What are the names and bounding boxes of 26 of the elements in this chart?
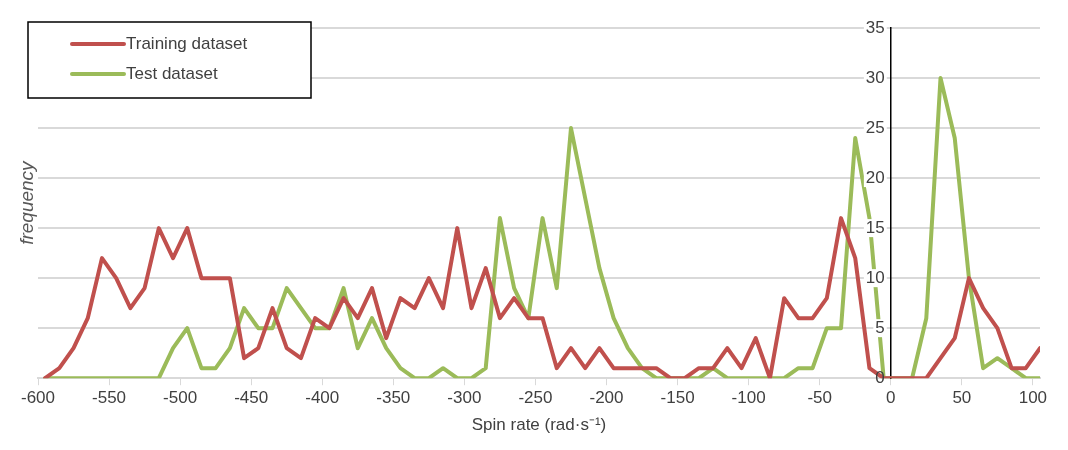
x-tick-label: -100 [731, 388, 766, 408]
x-tick-label: -550 [92, 388, 127, 408]
y-tick-label: 5 [875, 317, 885, 337]
x-tick-label: 50 [952, 388, 972, 408]
x-tick-label: 100 [1018, 388, 1048, 408]
y-tick-label: 15 [865, 217, 885, 237]
x-axis-title: Spin rate (rad·s⁻¹) [471, 415, 607, 435]
y-tick-label: 30 [865, 67, 885, 87]
legend-label: Training dataset [126, 33, 248, 53]
x-tick-label: -350 [376, 388, 411, 408]
x-tick-label: -250 [518, 388, 553, 408]
x-tick-label: -450 [234, 388, 269, 408]
y-tick-label: 35 [865, 17, 885, 37]
x-tick-label: -200 [589, 388, 624, 408]
y-tick-label: 20 [865, 167, 885, 187]
x-tick-label: -300 [447, 388, 482, 408]
y-tick-label: 10 [865, 267, 885, 287]
x-tick-label: -600 [20, 388, 56, 408]
x-tick-label: -500 [163, 388, 198, 408]
x-tick-label: -400 [305, 388, 340, 408]
x-tick-label: -50 [807, 388, 832, 408]
legend-label: Test dataset [126, 63, 218, 83]
x-tick-label: -150 [660, 388, 695, 408]
y-axis-title: frequency [16, 159, 38, 245]
y-tick-label: 25 [865, 117, 885, 137]
y-tick-label: 0 [875, 367, 885, 387]
